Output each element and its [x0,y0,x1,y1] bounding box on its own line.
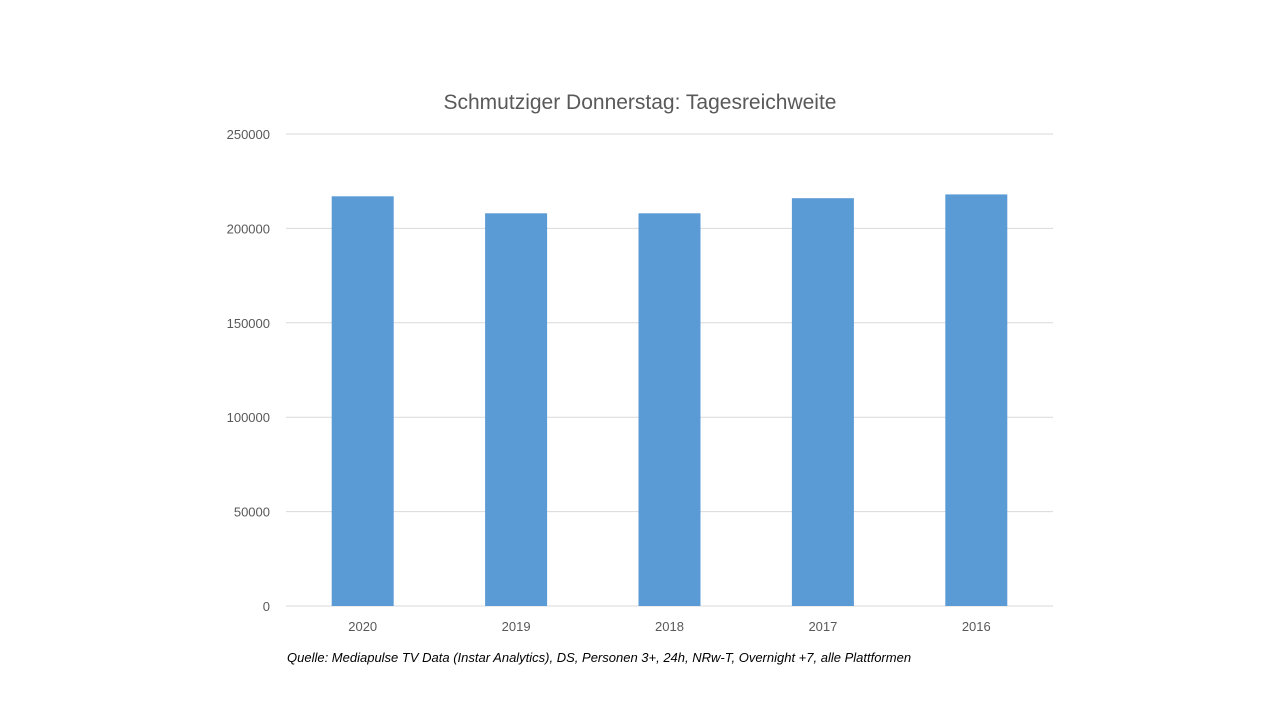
x-tick-label-2018: 2018 [655,619,684,634]
x-tick-label-2020: 2020 [348,619,377,634]
y-axis-tick-labels: 0 50000 100000 150000 200000 250000 [227,127,270,614]
y-tick-label-50000: 50000 [234,505,270,520]
y-tick-label-200000: 200000 [227,221,270,236]
bar-2016 [945,194,1008,606]
bar-2018 [638,213,701,606]
y-tick-label-0: 0 [263,599,270,614]
x-tick-label-2019: 2019 [502,619,531,634]
x-tick-label-2016: 2016 [962,619,991,634]
chart-title: Schmutziger Donnerstag: Tagesreichweite [444,91,837,114]
y-tick-label-150000: 150000 [227,316,270,331]
y-tick-label-250000: 250000 [227,127,270,142]
bar-2017 [791,198,854,606]
x-tick-label-2017: 2017 [808,619,837,634]
bars [331,194,1008,606]
bar-2020 [331,196,394,606]
bar-2019 [485,213,548,606]
source-note: Quelle: Mediapulse TV Data (Instar Analy… [287,650,912,665]
x-axis-tick-labels: 2020 2019 2018 2017 2016 [348,619,991,634]
y-tick-label-100000: 100000 [227,410,270,425]
